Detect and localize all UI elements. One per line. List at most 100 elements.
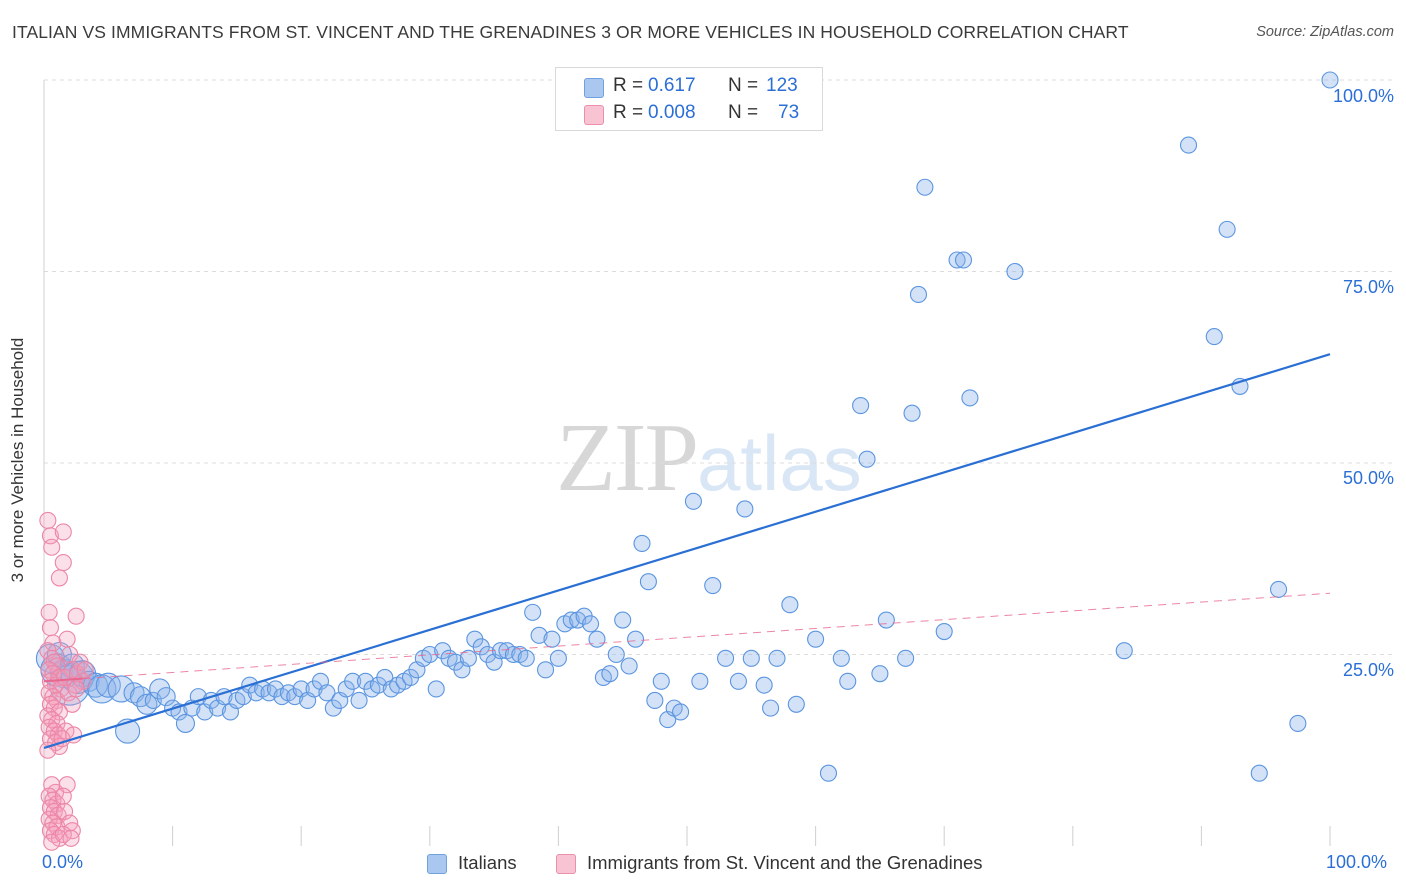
immigrants-point	[54, 787, 72, 805]
italians-point	[954, 251, 973, 269]
italians-point	[742, 649, 760, 667]
italians-point	[543, 630, 561, 648]
italians-point	[607, 645, 625, 664]
italians-point	[768, 649, 786, 667]
immigrants-point	[41, 619, 59, 637]
italians-point	[350, 691, 368, 710]
italians-point	[549, 649, 567, 667]
italians-point	[1289, 714, 1307, 732]
italians-point	[620, 657, 638, 675]
n-label: N =	[728, 75, 759, 96]
italians-point	[871, 665, 889, 683]
immigrants-point	[54, 554, 72, 572]
y-tick-label-25: 25.0%	[1342, 660, 1394, 680]
stats-legend: R = 0.617 N = 123 R = 0.008 N = 73	[555, 67, 823, 131]
italians-point	[729, 672, 747, 690]
r-value: 0.617	[648, 75, 696, 96]
italians-point	[819, 764, 838, 782]
italians-point	[704, 577, 722, 595]
immigrants-point	[39, 511, 57, 530]
italians-point	[897, 649, 915, 667]
italians-point	[909, 285, 928, 304]
italians-point	[156, 687, 176, 707]
italians-point	[903, 404, 921, 422]
r-label: R =	[613, 75, 644, 96]
immigrants-point	[62, 829, 80, 847]
stats-legend-row-immigrants: R = 0.008 N = 73	[556, 100, 822, 128]
italians-point	[852, 396, 870, 415]
italians-point	[318, 684, 336, 702]
italians-point	[601, 665, 619, 683]
immigrants-point	[63, 695, 81, 713]
italians-point	[691, 672, 709, 690]
immigrants-point	[76, 661, 94, 679]
n-value: 123	[766, 75, 798, 96]
italians-point	[1115, 642, 1133, 660]
italians-point	[1179, 136, 1198, 154]
immigrants-point	[40, 603, 58, 621]
italians-point	[517, 649, 535, 667]
italians-point	[149, 678, 171, 700]
immigrants-point	[57, 722, 75, 740]
italians-point	[807, 630, 825, 648]
italians-point	[755, 676, 773, 694]
italians-point	[961, 389, 979, 407]
italians-point	[672, 703, 690, 721]
italians-point	[877, 611, 895, 629]
italians-point	[639, 573, 657, 591]
italians-point	[781, 596, 799, 614]
italians-point	[916, 178, 934, 196]
stats-legend-row-italians: R = 0.617 N = 123	[556, 73, 822, 101]
italians-point	[1270, 580, 1288, 598]
italians-point	[717, 649, 735, 667]
italians-point	[736, 500, 754, 518]
italians-point	[1205, 328, 1223, 346]
italians-point	[175, 713, 196, 733]
immigrants-trend-line-dashed	[82, 592, 1331, 680]
r-label: R =	[613, 102, 644, 123]
italians-point	[1218, 220, 1236, 238]
italians-trend-line	[43, 353, 1331, 750]
italians-point	[344, 672, 362, 690]
italians-point	[832, 649, 850, 667]
y-tick-label-100: 100.0%	[1332, 86, 1394, 106]
italians-point	[530, 626, 548, 644]
italians-point	[1321, 71, 1339, 89]
immigrants-point	[54, 523, 72, 541]
italians-point	[562, 611, 580, 629]
italians-point	[787, 695, 805, 713]
italians-point	[633, 534, 651, 552]
italians-point	[1250, 764, 1268, 782]
italians-point	[524, 603, 542, 621]
chart-title: ITALIAN VS IMMIGRANTS FROM ST. VINCENT A…	[12, 22, 1129, 42]
italians-point	[614, 611, 632, 629]
y-axis-label: 3 or more Vehicles in Household	[8, 337, 27, 583]
y-tick-label-50: 50.0%	[1342, 468, 1394, 488]
y-tick-label-75: 75.0%	[1342, 277, 1394, 297]
immigrants-point	[50, 569, 68, 587]
italians-point	[1006, 262, 1024, 281]
italians-point	[581, 615, 600, 633]
x-tick-label-min: 0.0%	[42, 852, 84, 872]
immigrants-point	[67, 607, 85, 625]
immigrants-point	[54, 825, 72, 844]
immigrants-swatch	[584, 105, 604, 125]
italians-point	[646, 691, 664, 710]
immigrants-point	[67, 680, 85, 698]
italians-point	[627, 630, 645, 648]
legend-label: Italians	[458, 852, 517, 873]
italians-point	[839, 672, 857, 690]
legend-label: Immigrants from St. Vincent and the Gren…	[587, 852, 983, 873]
italians-swatch	[584, 78, 604, 98]
italians-point	[427, 680, 445, 698]
italians-point	[652, 672, 670, 690]
immigrants-trend-line-solid	[43, 677, 83, 683]
immigrants-legend-swatch	[556, 854, 576, 874]
source-credit: Source: ZipAtlas.com	[1256, 24, 1394, 40]
italians-legend-swatch	[427, 854, 447, 874]
x-tick-label-max: 100.0%	[1326, 852, 1388, 872]
n-label: N =	[728, 102, 759, 123]
immigrants-point	[58, 630, 76, 648]
italians-point	[504, 645, 522, 664]
